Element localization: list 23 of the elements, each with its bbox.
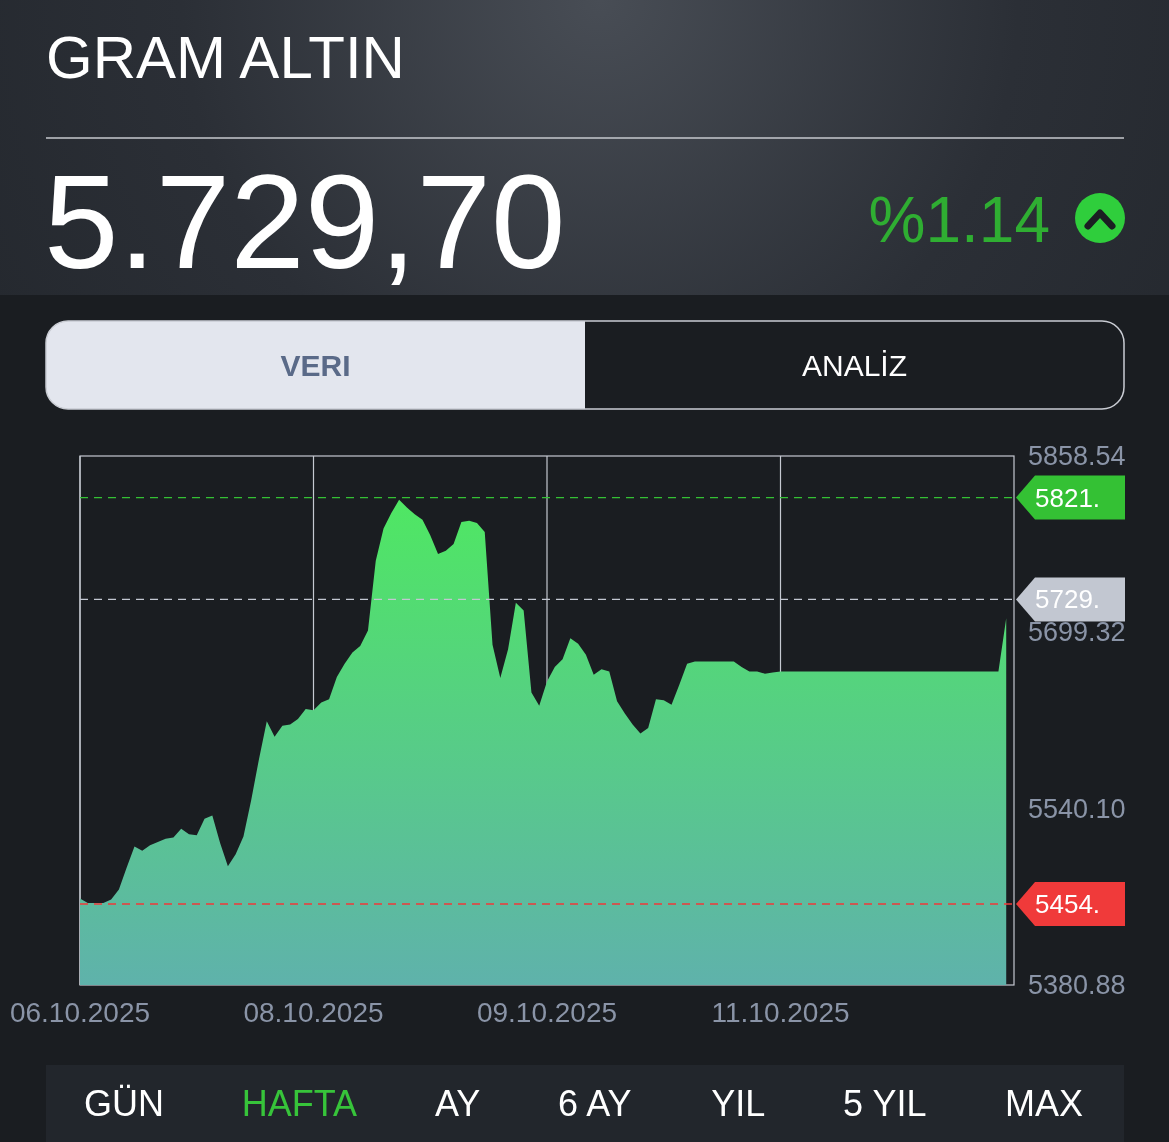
chart-subtitle: 5.729,70 [44, 147, 566, 296]
y-tick-label: 5699.32 [1028, 617, 1126, 648]
text: %1.14 [868, 184, 1050, 256]
y-tick-label: 5540.10 [1028, 793, 1126, 824]
chart-title: GRAM ALTIN [46, 24, 405, 91]
text: MAX [1004, 1083, 1083, 1124]
text: YIL [711, 1083, 766, 1124]
text: GÜN [84, 1083, 164, 1124]
text: HAFTA [241, 1083, 358, 1124]
ref-line-label: 5821. [1035, 482, 1101, 513]
y-tick-label: 5858.54 [1028, 441, 1126, 471]
text: 5 YIL [843, 1083, 927, 1124]
y-tick-label: 5380.88 [1028, 970, 1126, 1000]
text: AY [434, 1083, 481, 1124]
text: VERI [280, 348, 351, 382]
ref-line-label: 5729. [1035, 584, 1101, 615]
x-tick-label: 06.10.2025 [9, 997, 151, 1028]
x-tick-label: 11.10.2025 [711, 997, 850, 1028]
text: 6 AY [558, 1083, 632, 1124]
ref-line-label: 5454. [1035, 889, 1101, 920]
x-tick-label: 08.10.2025 [243, 997, 384, 1028]
text: ANALİZ [801, 348, 908, 382]
x-tick-label: 09.10.2025 [476, 997, 618, 1028]
